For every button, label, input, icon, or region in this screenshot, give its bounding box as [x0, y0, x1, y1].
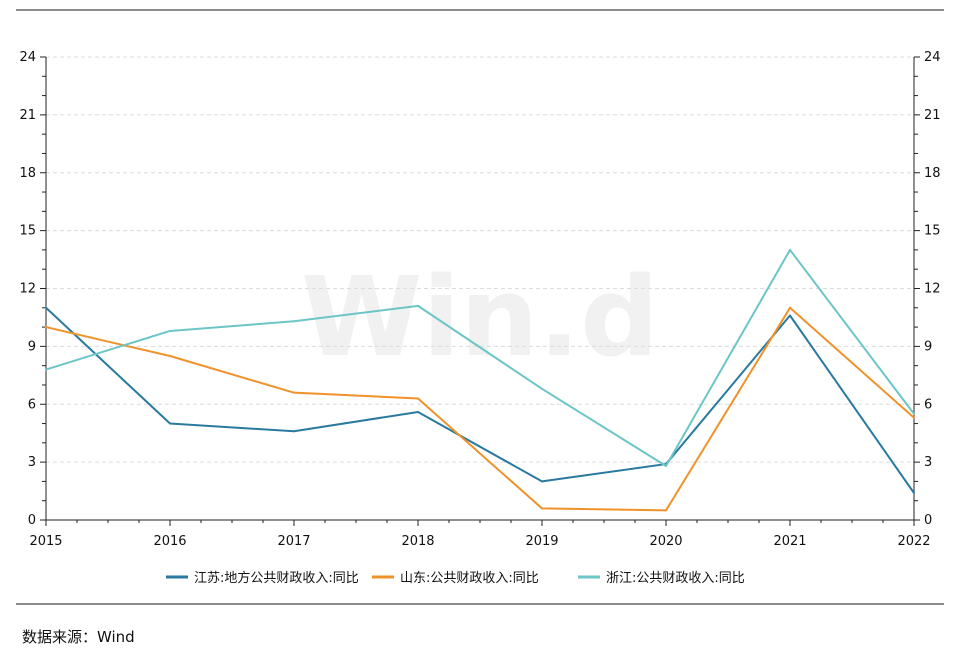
legend: 江苏:地方公共财政收入:同比 山东:公共财政收入:同比 浙江:公共财政收入:同比	[166, 570, 745, 586]
left-y-tick-label: 15	[19, 224, 36, 239]
right-y-tick-label: 9	[924, 339, 932, 354]
data-point	[45, 326, 47, 329]
data-point	[169, 355, 171, 358]
left-y-tick-label: 0	[28, 513, 36, 528]
data-point	[417, 410, 419, 413]
left-y-tick-label: 12	[19, 282, 36, 297]
right-y-tick-label: 21	[924, 108, 941, 123]
series-line-3	[45, 248, 915, 467]
data-point	[293, 391, 295, 394]
data-point	[541, 480, 543, 483]
x-tick-label: 2018	[401, 534, 434, 549]
data-point	[913, 412, 915, 415]
right-y-tick-label: 12	[924, 282, 941, 297]
right-y-tick-label: 6	[924, 397, 932, 412]
data-point	[789, 248, 791, 251]
data-point	[789, 314, 791, 317]
right-y-tick-label: 3	[924, 455, 932, 470]
legend-label: 江苏:地方公共财政收入:同比	[194, 570, 359, 586]
left-y-tick-label: 21	[19, 108, 36, 123]
data-point	[45, 368, 47, 371]
x-tick-label: 2020	[649, 534, 682, 549]
data-point	[45, 306, 47, 309]
legend-label: 浙江:公共财政收入:同比	[606, 571, 745, 586]
x-tick-label: 2016	[153, 534, 186, 549]
data-point	[417, 397, 419, 400]
data-point	[541, 387, 543, 390]
data-point	[665, 464, 667, 467]
data-point	[789, 306, 791, 309]
x-tick-label: 2021	[773, 534, 806, 549]
left-y-tick-label: 6	[28, 397, 36, 412]
axes: 0 0 3 3 6 6 9 9 12 12 15 15 18 18 21 21 24 24 2015 2016 2017…	[19, 50, 940, 549]
data-point	[665, 509, 667, 512]
data-point	[913, 491, 915, 494]
left-y-tick-label: 18	[19, 166, 36, 181]
data-point	[417, 304, 419, 307]
left-y-tick-label: 9	[28, 339, 36, 354]
series-lines	[45, 248, 915, 512]
data-point	[293, 430, 295, 433]
x-tick-label: 2022	[897, 534, 930, 549]
data-point	[541, 507, 543, 510]
top-divider	[16, 9, 944, 11]
right-y-tick-label: 18	[924, 166, 941, 181]
left-y-tick-label: 24	[19, 50, 36, 65]
left-y-tick-label: 3	[28, 455, 36, 470]
line-chart: Win.d 0 0 3 3 6 6 9 9 12 12 15 15 18 18 21 21 24 24 2015 20…	[19, 50, 940, 586]
data-point	[293, 320, 295, 323]
x-tick-label: 2017	[277, 534, 310, 549]
x-tick-label: 2019	[525, 534, 558, 549]
source-note: 数据来源：Wind	[22, 628, 135, 646]
data-point	[913, 416, 915, 419]
x-tick-label: 2015	[29, 534, 62, 549]
right-y-tick-label: 15	[924, 224, 941, 239]
grid	[46, 56, 914, 463]
legend-label: 山东:公共财政收入:同比	[400, 571, 539, 586]
data-point	[169, 422, 171, 425]
bottom-divider	[16, 603, 944, 605]
watermark: Win.d	[301, 253, 659, 381]
right-y-tick-label: 0	[924, 513, 932, 528]
series-line-2	[45, 306, 915, 512]
data-point	[169, 329, 171, 332]
right-y-tick-label: 24	[924, 50, 941, 65]
